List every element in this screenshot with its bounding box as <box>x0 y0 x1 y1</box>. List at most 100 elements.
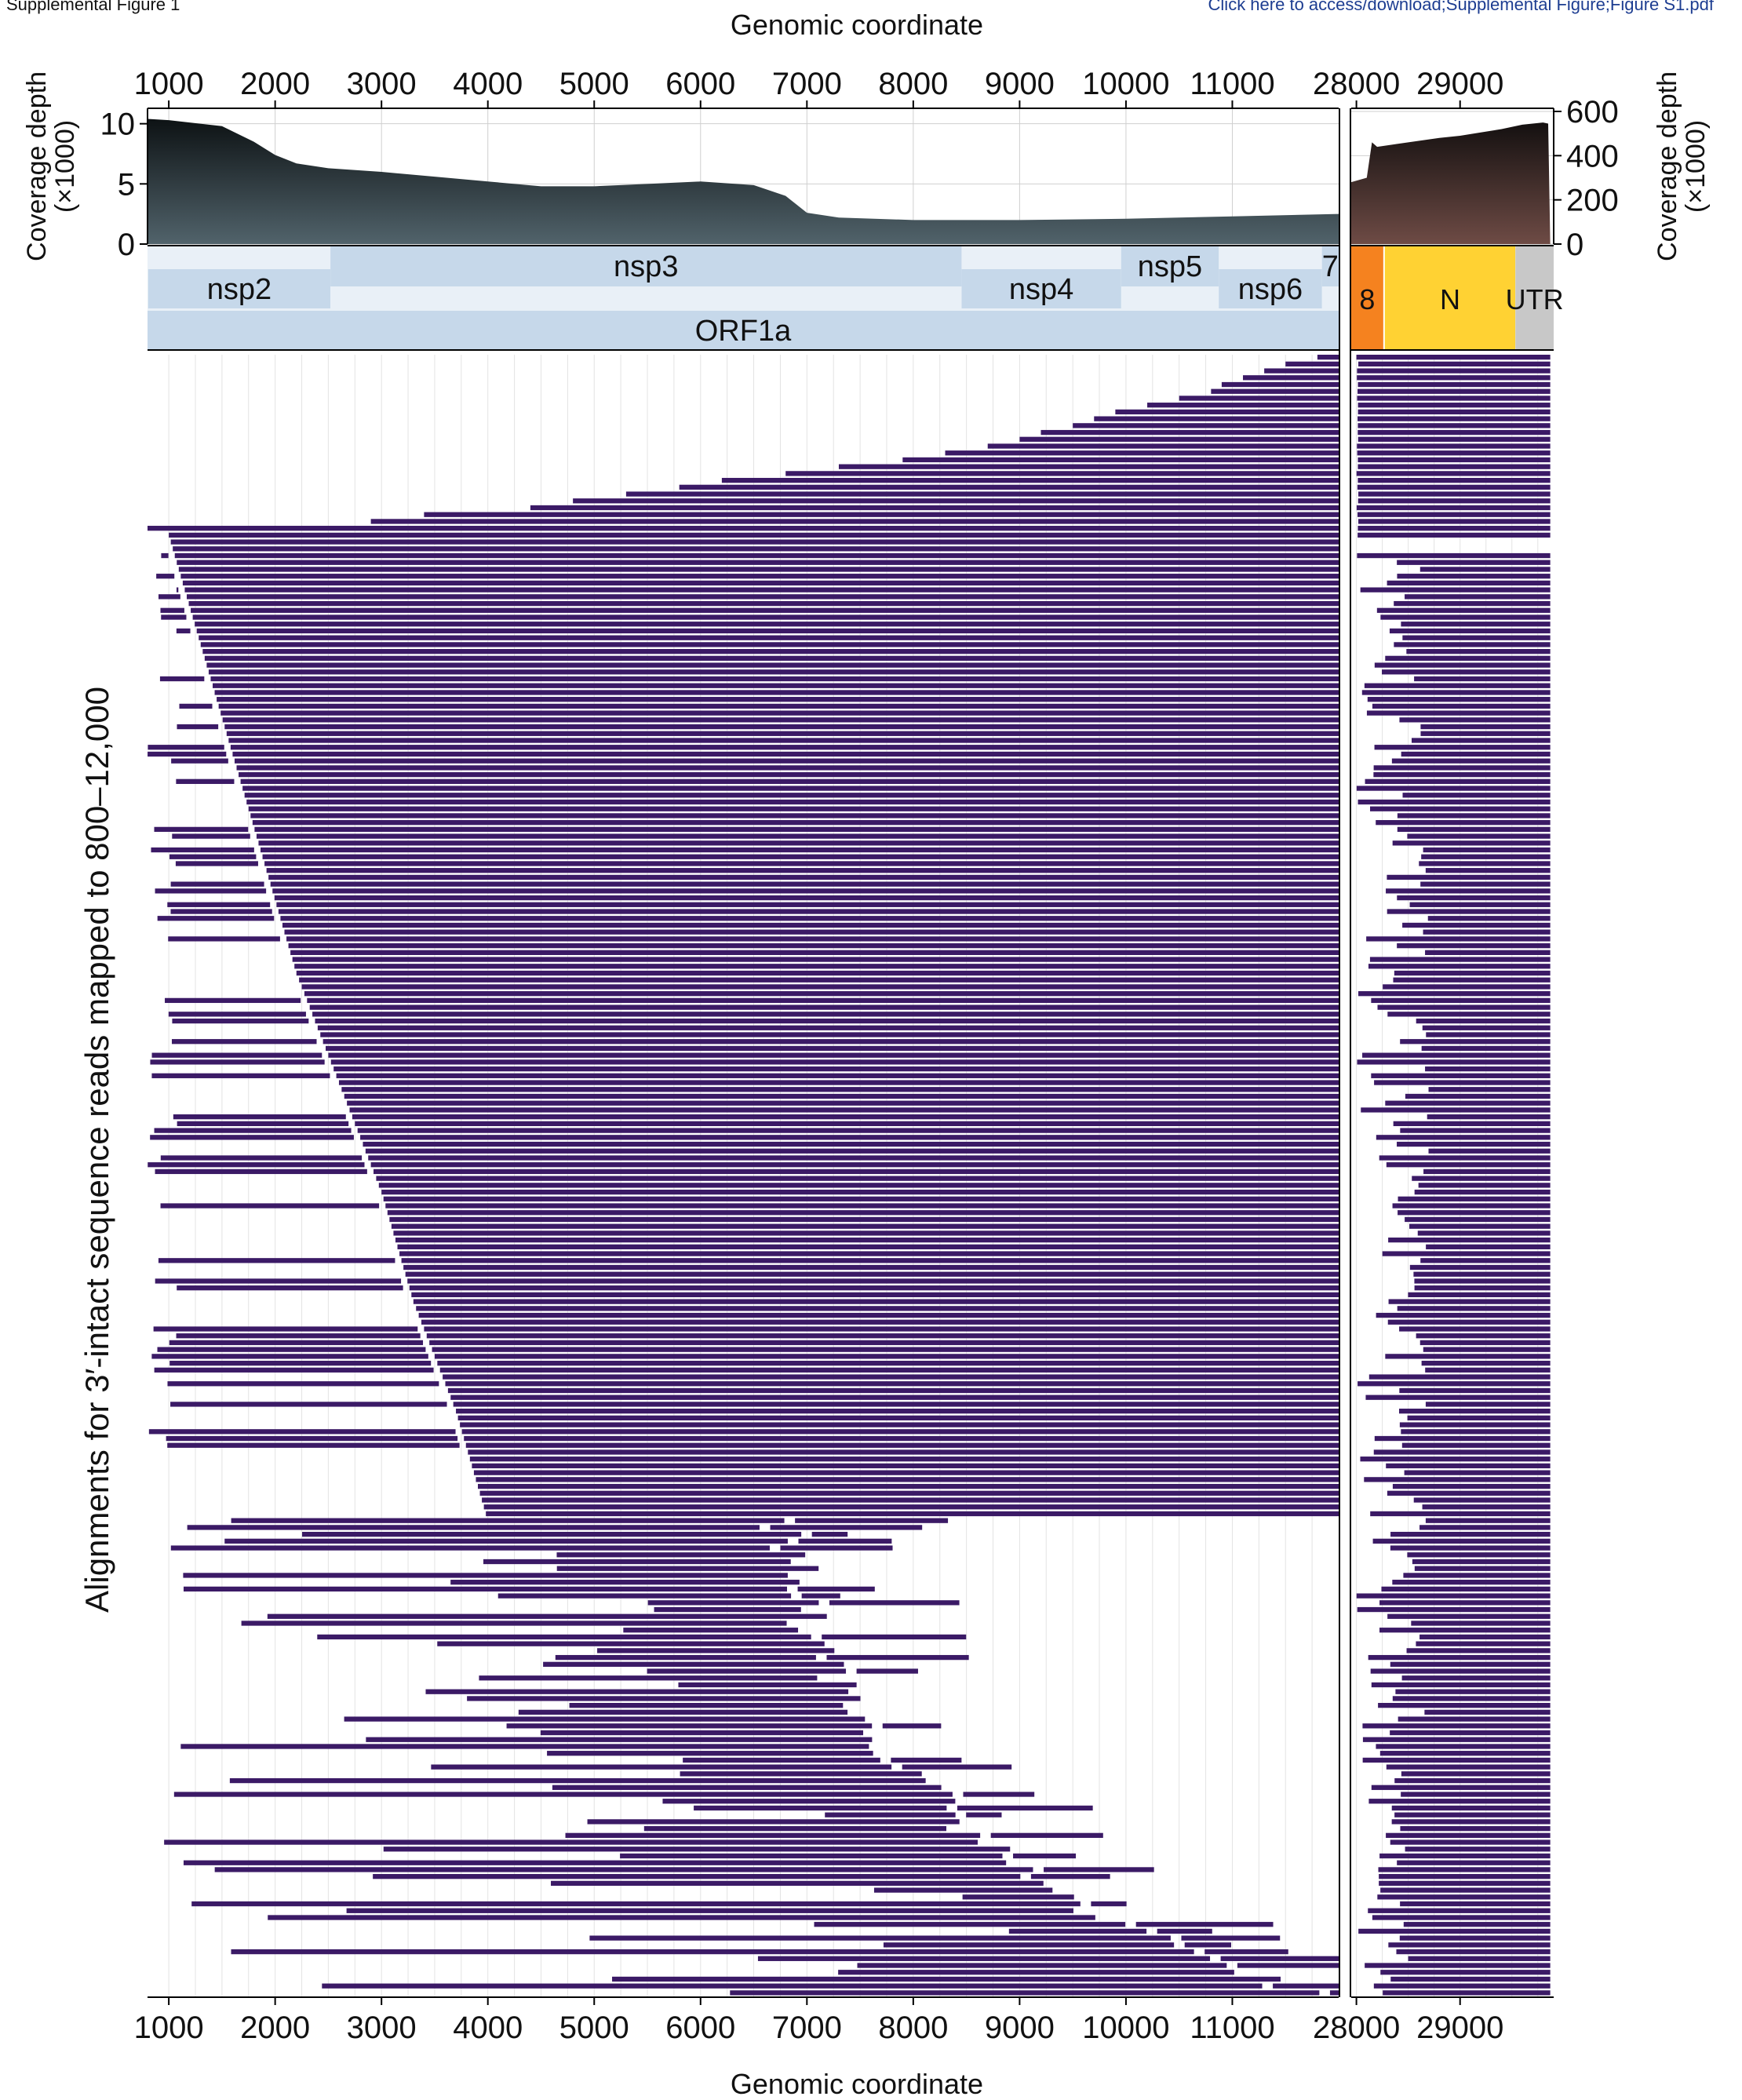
read-segment <box>391 1223 1339 1229</box>
read-segment-right <box>1374 1435 1551 1442</box>
read-segment <box>266 868 1339 873</box>
read-segment <box>694 1805 947 1811</box>
read-segment-right <box>1427 916 1551 921</box>
read-segment-right <box>1385 1354 1551 1359</box>
gene-label-8: 8 <box>1359 283 1375 315</box>
read-segment-right <box>1411 738 1551 743</box>
read-segment-right <box>1392 1696 1551 1701</box>
read-segment-right <box>1378 1867 1551 1872</box>
read-segment-right <box>1391 1805 1551 1811</box>
read-segment <box>403 1264 1339 1271</box>
read-segment <box>254 826 1339 833</box>
read-segment <box>160 1155 363 1161</box>
x-tick-label: 28000 <box>1313 2011 1400 2045</box>
read-segment <box>416 1306 1339 1311</box>
read-segment-right <box>1400 1825 1551 1832</box>
read-segment <box>825 1812 956 1817</box>
axes: 1000100020002000300030004000400050005000… <box>100 67 1619 2045</box>
x-tick-label: 6000 <box>665 67 735 101</box>
read-segment <box>171 758 228 764</box>
read-segment <box>208 669 1339 675</box>
read-segment-right <box>1380 614 1551 620</box>
read-segment <box>150 1059 325 1065</box>
read-segment <box>244 793 1339 798</box>
read-segment <box>374 1168 1339 1175</box>
read-segment <box>370 519 1339 524</box>
read-segment <box>1157 1928 1212 1934</box>
read-segment <box>169 532 1339 538</box>
gene-UTR <box>1515 246 1554 350</box>
read-segment-right <box>1407 1552 1551 1558</box>
read-segment <box>409 1285 1339 1291</box>
read-segment-right <box>1397 574 1551 579</box>
read-segment-right <box>1392 840 1551 846</box>
read-segment <box>453 1402 1339 1407</box>
read-segment-right <box>1398 1716 1551 1722</box>
read-segment-right <box>1405 1216 1551 1223</box>
read-segment <box>232 751 1339 757</box>
read-segment <box>795 1518 949 1523</box>
read-segment-right <box>1358 532 1551 538</box>
read-segment <box>822 1634 967 1640</box>
read-segment <box>168 1012 306 1017</box>
read-segment <box>801 1593 840 1599</box>
read-segment <box>963 1792 1035 1797</box>
read-segment <box>385 1203 1339 1209</box>
read-segment-right <box>1357 1059 1551 1065</box>
read-segment <box>210 676 1339 682</box>
gene-label-nsp3: nsp3 <box>614 250 678 283</box>
read-segment <box>156 574 175 579</box>
read-segment <box>280 916 1339 921</box>
read-segment-right <box>1386 1832 1551 1838</box>
read-segment <box>445 1381 1339 1387</box>
read-segment-right <box>1385 1100 1551 1106</box>
read-segment <box>169 1340 424 1346</box>
read-segment <box>286 936 1339 942</box>
read-segment <box>276 902 1339 907</box>
read-segment <box>282 922 1339 928</box>
x-tick-label: 4000 <box>453 67 523 101</box>
read-segment-right <box>1400 1128 1551 1133</box>
read-segment <box>1013 1853 1077 1859</box>
read-segment <box>191 607 1339 613</box>
read-segment-right <box>1426 1032 1551 1037</box>
read-segment <box>155 1278 402 1284</box>
read-segment-right <box>1408 1956 1551 1961</box>
read-segment-right <box>1390 1976 1551 1982</box>
read-segment <box>857 1963 1227 1968</box>
read-segment <box>170 881 264 887</box>
read-segment <box>780 1545 893 1551</box>
read-segment <box>177 1121 349 1127</box>
read-segment <box>148 1162 365 1168</box>
read-segment-right <box>1376 1744 1551 1749</box>
read-segment <box>472 1463 1339 1469</box>
read-segment <box>552 1785 942 1790</box>
x-tick-label: 3000 <box>347 2011 417 2045</box>
read-segment-right <box>1393 1121 1551 1127</box>
read-segment <box>167 1381 439 1387</box>
read-segment <box>643 1825 947 1832</box>
read-segment-right <box>1373 1449 1551 1455</box>
read-segment-right <box>1357 396 1551 401</box>
read-segment <box>1211 388 1339 394</box>
read-segment <box>151 1052 323 1058</box>
read-segment <box>457 1415 1339 1421</box>
read-segment <box>330 1059 1339 1065</box>
read-segment <box>429 1340 1339 1346</box>
read-segment-right <box>1357 1606 1551 1613</box>
read-segment-right <box>1418 1183 1551 1188</box>
read-segment <box>814 1922 1126 1927</box>
read-segment-right <box>1377 1894 1551 1900</box>
read-segment <box>165 997 301 1004</box>
x-tick-label: 5000 <box>559 2011 629 2045</box>
read-segment <box>336 1073 1339 1078</box>
read-segment-right <box>1398 1210 1551 1216</box>
read-segment-right <box>1414 1285 1551 1291</box>
read-segment <box>469 1457 1339 1462</box>
read-segment <box>315 1018 1339 1024</box>
read-segment <box>294 964 1339 969</box>
read-segment <box>413 1299 1339 1304</box>
read-segment <box>176 778 235 784</box>
read-segment-right <box>1409 1223 1551 1229</box>
gene-N <box>1384 246 1516 350</box>
